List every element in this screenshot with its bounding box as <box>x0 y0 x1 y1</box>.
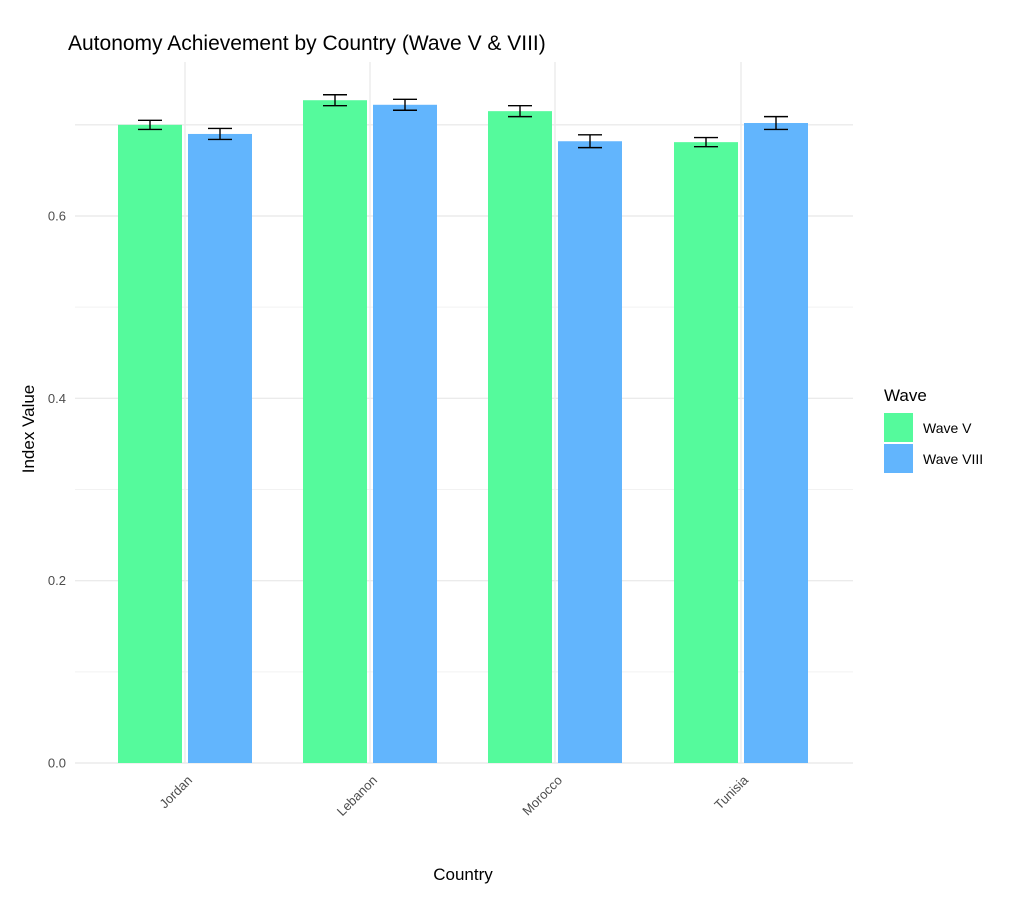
error-bar <box>694 136 718 148</box>
y-axis-ticks: 0.0 0.2 0.4 0.6 <box>48 209 66 771</box>
legend-swatch <box>884 413 913 442</box>
y-tick-label: 0.0 <box>48 756 66 771</box>
y-tick-label: 0.2 <box>48 573 66 588</box>
y-axis-title: Index Value <box>19 385 38 474</box>
legend-item-wave-viii: Wave VIII <box>884 444 983 473</box>
bar-wave-viii-lebanon <box>373 104 437 763</box>
error-bar <box>323 94 347 107</box>
x-tick-label-tunisia: Tunisia <box>711 772 751 812</box>
error-bars <box>138 94 788 149</box>
bar-wave-v-jordan <box>118 124 182 764</box>
x-axis-title: Country <box>433 865 493 884</box>
legend-title: Wave <box>884 386 927 405</box>
bar-wave-viii-tunisia <box>744 123 808 763</box>
legend-label: Wave VIII <box>923 451 983 467</box>
bar-wave-viii-morocco <box>558 141 622 763</box>
error-bar <box>764 115 788 131</box>
error-bar <box>393 98 417 111</box>
legend-item-wave-v: Wave V <box>884 413 972 442</box>
error-bar <box>508 104 532 118</box>
bars <box>118 100 808 764</box>
bar-wave-v-lebanon <box>303 100 367 764</box>
error-bar <box>578 134 602 149</box>
error-bar <box>138 119 162 131</box>
legend-swatch <box>884 444 913 473</box>
x-tick-label-jordan: Jordan <box>156 773 195 812</box>
x-tick-label-morocco: Morocco <box>519 773 565 819</box>
bar-wave-v-morocco <box>488 111 552 764</box>
y-tick-label: 0.4 <box>48 391 66 406</box>
legend: Wave Wave V Wave VIII <box>884 386 983 473</box>
chart-title: Autonomy Achievement by Country (Wave V … <box>68 32 546 55</box>
x-axis-ticks: Jordan Lebanon Morocco Tunisia <box>156 772 751 819</box>
bar-wave-viii-jordan <box>188 133 252 763</box>
legend-label: Wave V <box>923 420 972 436</box>
x-tick-label-lebanon: Lebanon <box>334 773 380 819</box>
y-tick-label: 0.6 <box>48 209 66 224</box>
error-bar <box>208 127 232 141</box>
bar-wave-v-tunisia <box>674 142 738 763</box>
